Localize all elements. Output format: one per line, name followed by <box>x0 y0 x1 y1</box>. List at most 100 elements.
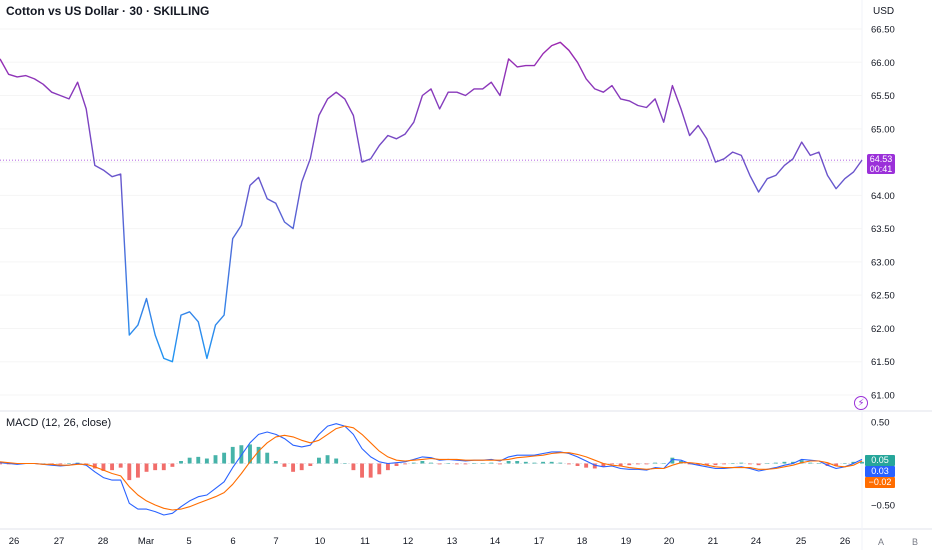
macd-histogram-bar <box>653 462 658 464</box>
log-scale-button[interactable]: B <box>912 537 919 547</box>
macd-histogram-bar <box>799 460 804 464</box>
macd-histogram-bar <box>161 463 166 471</box>
macd-histogram-bar <box>58 463 63 465</box>
macd-histogram-bar <box>592 463 597 469</box>
macd-histogram-bar <box>756 463 761 466</box>
macd-histogram-bar <box>480 463 485 464</box>
macd-indicator-label[interactable]: MACD (12, 26, close) <box>6 417 112 429</box>
price-tick-label: 66.00 <box>871 58 895 69</box>
macd-histogram-bar <box>429 462 433 464</box>
macd-histogram-bar <box>489 462 494 464</box>
macd-histogram-bar <box>851 461 856 464</box>
macd-histogram-bar <box>144 463 149 472</box>
macd-histogram-bar <box>368 463 373 478</box>
time-tick-label: 11 <box>360 536 370 547</box>
macd-histogram-bar <box>317 457 321 464</box>
price-tick-label: 61.50 <box>871 357 895 368</box>
time-tick-label: 12 <box>403 536 414 547</box>
macd-histogram-bar <box>696 463 701 466</box>
macd-histogram-bar <box>291 463 296 472</box>
time-tick-label: 19 <box>621 536 632 547</box>
time-tick-label: 7 <box>273 536 278 547</box>
macd-histogram-bar <box>360 463 364 478</box>
time-tick-label: 26 <box>840 536 851 547</box>
macd-histogram-bar <box>549 461 554 464</box>
macd-histogram-bar <box>92 463 97 469</box>
macd-line-badge: 0.03 <box>865 466 895 477</box>
price-tick-label: 63.00 <box>871 257 895 268</box>
macd-histogram-bar <box>153 463 158 471</box>
price-tick-label: 65.50 <box>871 91 895 102</box>
macd-histogram-bar <box>101 463 106 471</box>
macd-histogram-bar <box>127 463 132 481</box>
macd-histogram-bar <box>472 463 477 464</box>
macd-signal-badge: −0.02 <box>865 477 895 488</box>
time-tick-label: Mar <box>138 536 154 547</box>
macd-histogram-bar <box>256 446 261 464</box>
macd-histogram-bar <box>722 463 727 465</box>
price-tick-label: 62.50 <box>871 291 895 302</box>
macd-line <box>0 423 863 516</box>
macd-histogram-bar <box>644 463 649 465</box>
lightning-icon[interactable]: ⚡ <box>854 396 868 410</box>
auto-scale-button[interactable]: A <box>878 537 885 547</box>
macd-histogram-bar <box>403 463 408 465</box>
macd-histogram-bar <box>273 461 278 464</box>
time-tick-label: 6 <box>230 536 235 547</box>
price-tick-label: 64.00 <box>871 191 895 202</box>
macd-histogram-bar <box>661 463 666 464</box>
macd-histogram-bar <box>566 463 571 465</box>
macd-histogram-bar <box>342 463 347 464</box>
macd-histogram-bar <box>385 463 390 471</box>
time-tick-label: 13 <box>447 536 458 547</box>
macd-histogram-bar <box>282 463 287 467</box>
macd-histogram-bar <box>0 463 2 465</box>
macd-histogram-bar <box>765 463 770 464</box>
macd-histogram-bar <box>523 461 528 464</box>
macd-histogram-bar <box>187 457 192 464</box>
macd-histogram-bar <box>618 463 623 466</box>
macd-histogram-bar <box>575 463 580 466</box>
macd-histogram-bar <box>454 463 459 465</box>
macd-histogram-bar <box>308 463 313 466</box>
macd-histogram-bar <box>773 462 778 464</box>
macd-histogram-bar <box>463 463 468 465</box>
macd-histogram-bar <box>704 463 709 466</box>
macd-histogram-bar <box>515 461 520 464</box>
macd-histogram-bar <box>842 463 847 464</box>
price-tick-label: 65.00 <box>871 124 895 135</box>
price-tick-label: 61.00 <box>871 391 895 402</box>
macd-histogram-bar <box>411 462 416 464</box>
macd-histogram-bar <box>808 462 813 464</box>
macd-histogram-bar <box>627 463 632 466</box>
price-tick-label: 62.00 <box>871 324 895 335</box>
chart-title: Cotton vs US Dollar · 30 · SKILLING <box>6 4 210 18</box>
macd-histogram-bar <box>334 458 339 464</box>
time-tick-label: 17 <box>534 536 545 547</box>
macd-histogram-bar <box>541 461 545 464</box>
macd-histogram-bar <box>601 463 606 467</box>
macd-histogram-bar <box>446 463 451 464</box>
macd-histogram-bar <box>506 461 511 464</box>
macd-histogram-bar <box>394 463 399 466</box>
macd-histogram-bar <box>748 463 752 465</box>
macd-histogram-bar <box>325 455 330 464</box>
macd-histogram-badge: 0.05 <box>865 455 895 466</box>
time-tick-label: 21 <box>708 536 719 547</box>
macd-histogram-bar <box>230 446 235 464</box>
macd-histogram-bar <box>498 463 502 465</box>
time-tick-label: 14 <box>490 536 501 547</box>
macd-histogram-bar <box>713 463 718 466</box>
macd-histogram-bar <box>110 463 114 471</box>
macd-histogram-bar <box>196 456 201 464</box>
last-price-badge: 64.53 00:41 <box>867 154 895 174</box>
macd-tick-label: −0.50 <box>871 501 895 512</box>
macd-histogram-bar <box>67 463 71 464</box>
macd-histogram-bar <box>670 457 675 464</box>
signal-line <box>0 425 863 511</box>
macd-histogram-bar <box>860 461 864 464</box>
macd-histogram-bar <box>377 463 382 475</box>
macd-histogram-bar <box>299 463 304 471</box>
price-series-line <box>0 41 863 363</box>
